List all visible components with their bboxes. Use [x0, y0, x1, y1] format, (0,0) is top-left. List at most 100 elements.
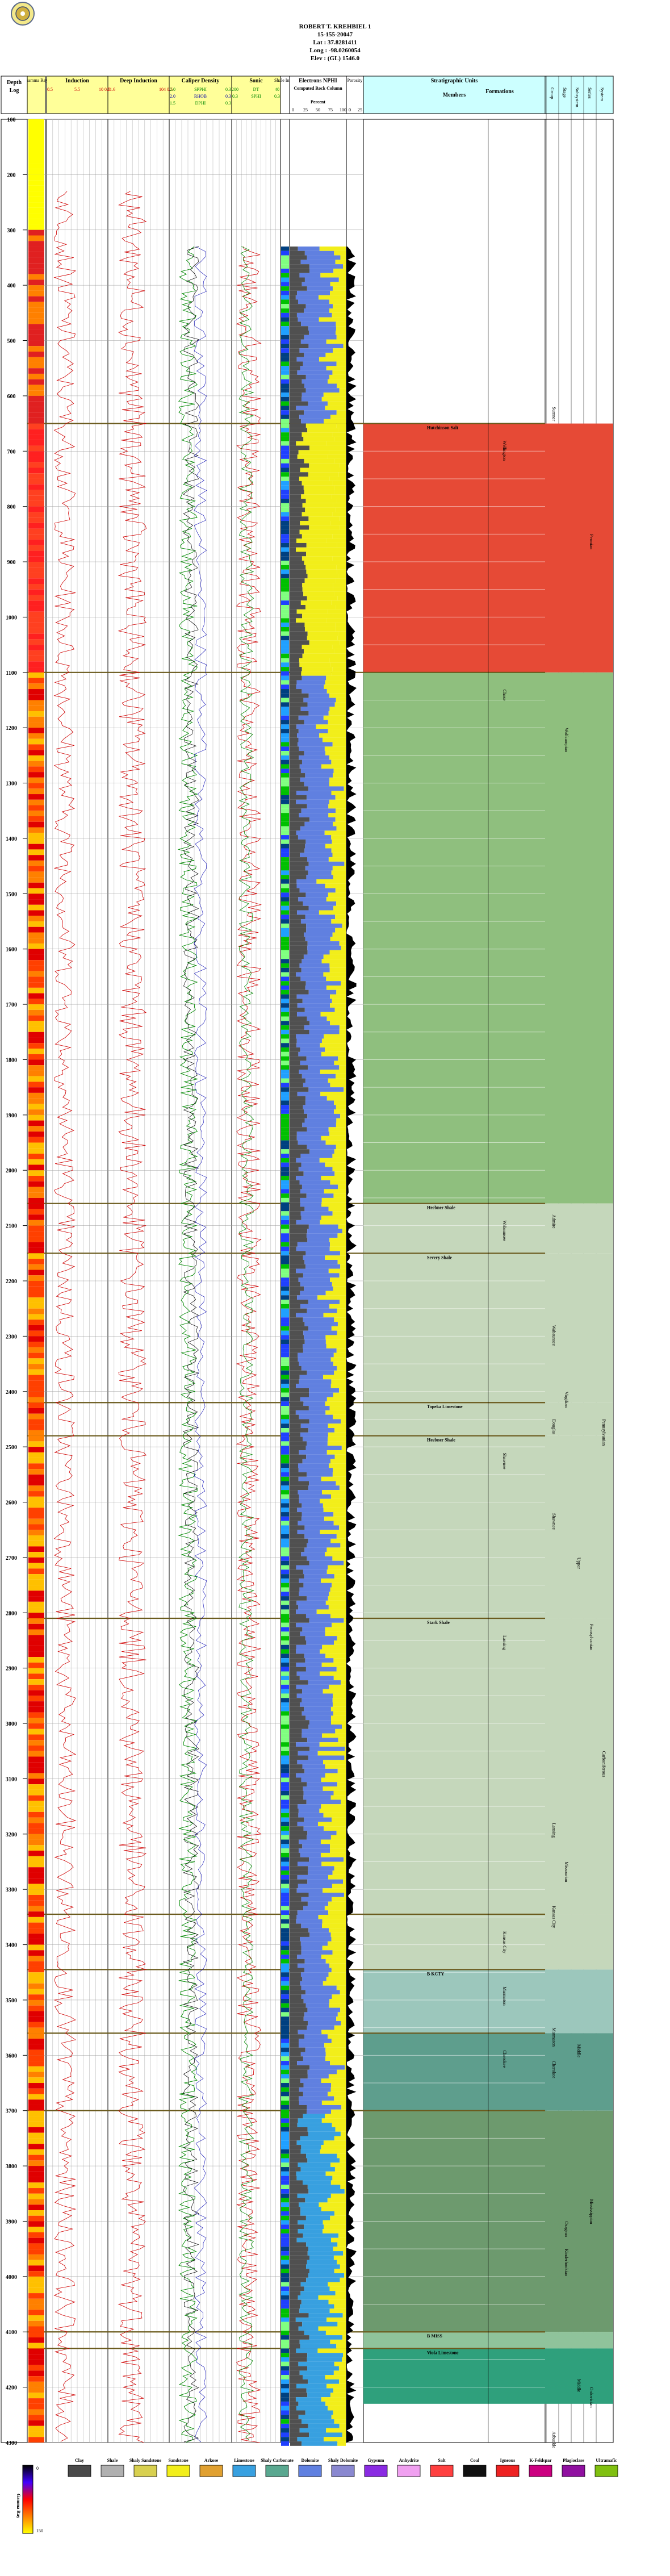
shale-index-bar — [281, 1715, 289, 1721]
gamma-bar — [28, 1513, 44, 1519]
rock-column-seg — [332, 1702, 346, 1707]
shale-index-bar — [281, 954, 289, 959]
shale-index-bar — [281, 2158, 289, 2163]
gamma-bar — [28, 849, 44, 855]
rock-column-seg — [335, 1729, 346, 1734]
rock-column-seg — [334, 1007, 346, 1012]
shale-index-bar — [281, 1994, 289, 1999]
gamma-bar — [28, 2055, 44, 2061]
rock-column-seg — [321, 1197, 346, 1203]
shale-index-bar — [281, 490, 289, 495]
rock-column-seg — [332, 556, 346, 561]
rock-column-seg — [296, 357, 320, 362]
gamma-bar — [28, 318, 44, 324]
shale-index-bar — [281, 636, 289, 641]
gamma-bar — [28, 1237, 44, 1242]
shale-index-bar — [281, 994, 289, 999]
shale-index-bar — [281, 1879, 289, 1884]
shale-index-bar — [281, 1132, 289, 1136]
gamma-bar — [28, 1928, 44, 1934]
rock-column-seg — [308, 1065, 340, 1070]
rock-column-seg — [290, 246, 298, 251]
gamma-bar — [28, 766, 44, 773]
rock-column-seg — [290, 1233, 307, 1238]
rock-column-seg — [328, 1972, 346, 1977]
gamma-bar — [28, 1530, 44, 1535]
shale-index-bar — [281, 972, 289, 977]
rock-column-seg — [330, 1357, 346, 1362]
rock-column-seg — [302, 1512, 334, 1517]
rock-column-seg — [297, 1295, 318, 1300]
rock-column-seg — [299, 1592, 329, 1597]
rock-column-seg — [297, 2061, 330, 2065]
rock-column-seg — [290, 2003, 306, 2008]
rock-column-seg — [334, 1866, 346, 1871]
rock-column-seg — [290, 786, 308, 791]
rock-column-seg — [325, 352, 346, 357]
rock-column-seg — [290, 2215, 306, 2220]
rock-column-seg — [302, 1977, 326, 1981]
header-cell-rock — [289, 76, 347, 114]
rock-column-seg — [308, 861, 345, 866]
gamma-bar — [28, 1934, 44, 1939]
rock-column-seg — [290, 1667, 306, 1672]
rock-column-seg — [326, 897, 346, 901]
rock-column-seg — [296, 2348, 318, 2353]
rock-column-seg — [298, 1751, 318, 1756]
shale-index-bar — [281, 1233, 289, 1238]
rock-column-seg — [300, 1304, 330, 1309]
rock-column-seg — [290, 2220, 298, 2225]
rock-column-seg — [340, 1543, 346, 1548]
rock-column-seg — [301, 1950, 333, 1955]
rock-column-seg — [290, 1220, 296, 1225]
shale-index-bar — [281, 963, 289, 968]
rock-column-seg — [290, 857, 307, 862]
gamma-bar — [28, 1104, 44, 1110]
rock-column-seg — [298, 2326, 319, 2331]
shale-index-bar — [281, 1521, 289, 1526]
header-formations: Formations — [485, 89, 514, 95]
rock-column-seg — [290, 1923, 302, 1928]
rock-column-seg — [308, 1893, 344, 1897]
rock-column-seg — [290, 445, 310, 450]
rock-column-seg — [307, 950, 330, 955]
rock-column-seg — [307, 1229, 342, 1234]
rock-column-seg — [309, 268, 334, 273]
rock-column-seg — [344, 1857, 346, 1862]
rock-column-seg — [317, 1295, 346, 1300]
rock-column-seg — [290, 525, 309, 530]
rock-column-seg — [290, 1450, 299, 1455]
rock-column-seg — [290, 538, 296, 543]
rock-column-seg — [290, 370, 298, 375]
rock-column-seg — [326, 538, 346, 543]
gamma-bar — [28, 2343, 44, 2349]
rock-column-seg — [320, 1220, 346, 1225]
gamma-bar — [28, 1231, 44, 1237]
rock-column-seg — [323, 393, 346, 397]
rock-column-seg — [330, 415, 346, 419]
shale-index-bar — [281, 512, 289, 517]
gamma-bar — [28, 1142, 44, 1149]
shale-index-bar — [281, 2056, 289, 2061]
rock-column-seg — [335, 888, 346, 893]
shale-index-bar — [281, 1689, 289, 1694]
gamma-bar — [28, 473, 44, 479]
shale-index-bar — [281, 357, 289, 362]
rock-column-seg — [290, 1503, 302, 1508]
shale-index-bar — [281, 1760, 289, 1765]
rock-column-seg — [331, 870, 346, 875]
rock-column-seg — [298, 1277, 330, 1282]
rock-column-seg — [290, 308, 304, 313]
rock-column-seg — [290, 2131, 308, 2136]
rock-column-seg — [298, 737, 323, 742]
rock-column-seg — [308, 1224, 338, 1229]
shale-index-bar — [281, 494, 289, 499]
rock-column-seg — [299, 1180, 330, 1185]
rock-column-seg — [296, 994, 330, 999]
rock-column-seg — [324, 1552, 346, 1556]
rock-column-seg — [307, 1441, 328, 1446]
rock-column-seg — [329, 1928, 346, 1933]
rock-column-seg — [290, 1038, 297, 1043]
rock-column-seg — [290, 2039, 299, 2043]
neutron-curve — [194, 246, 207, 2443]
